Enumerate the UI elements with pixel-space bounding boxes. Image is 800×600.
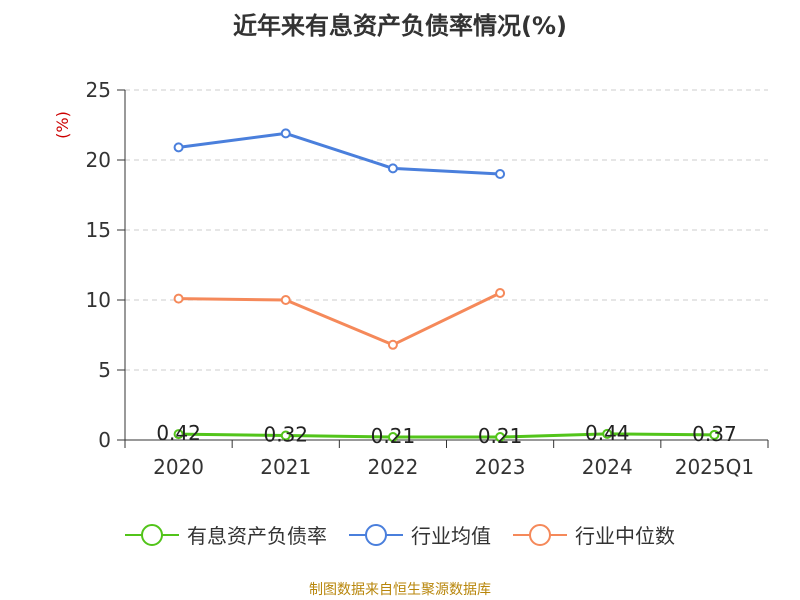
data-labels: 0.42 0.32 0.21 0.21 0.44 0.37 bbox=[156, 421, 736, 448]
data-point bbox=[173, 429, 184, 440]
legend: 有息资产负债率 行业均值 行业中位数 bbox=[0, 520, 800, 549]
legend-label: 行业中位数 bbox=[575, 524, 675, 548]
y-tick-label: 0 bbox=[98, 428, 111, 452]
data-label: 0.44 bbox=[585, 421, 630, 445]
data-label: 0.21 bbox=[478, 424, 523, 448]
data-point bbox=[495, 169, 506, 179]
axes: 0 5 10 15 20 25 (%) 2020 2021 2022 2023 2024 2025Q1 bbox=[53, 78, 769, 479]
source-note: 制图数据来自恒生聚源数据库 bbox=[309, 582, 491, 598]
data-point bbox=[495, 432, 506, 443]
x-tick-label: 2023 bbox=[475, 455, 526, 479]
data-point bbox=[387, 432, 398, 443]
y-axis-label: (%) bbox=[53, 111, 72, 139]
data-label: 0.32 bbox=[263, 423, 308, 447]
data-point bbox=[280, 128, 291, 139]
legend-marker-icon bbox=[125, 523, 179, 546]
series-line bbox=[178, 131, 501, 176]
data-point bbox=[495, 288, 506, 298]
data-label: 0.42 bbox=[156, 421, 201, 445]
x-tick-label: 2020 bbox=[153, 455, 204, 479]
y-tick-label: 5 bbox=[98, 358, 111, 382]
legend-item[interactable]: 有息资产负债率 bbox=[125, 520, 327, 549]
legend-marker-icon bbox=[349, 523, 403, 546]
data-point bbox=[387, 163, 398, 174]
legend-item[interactable]: 行业中位数 bbox=[513, 520, 675, 549]
legend-label: 行业均值 bbox=[411, 524, 491, 548]
legend-label: 有息资产负债率 bbox=[187, 524, 327, 548]
data-point bbox=[173, 142, 184, 153]
y-tick-label: 20 bbox=[86, 148, 111, 172]
data-point bbox=[709, 429, 720, 440]
series-line bbox=[178, 291, 501, 347]
y-tick-label: 25 bbox=[86, 78, 111, 102]
x-tick-label: 2021 bbox=[260, 455, 311, 479]
data-point bbox=[387, 339, 398, 350]
data-point bbox=[602, 428, 613, 439]
chart-title: 近年来有息资产负债率情况(%) bbox=[233, 12, 567, 40]
x-tick-label: 2022 bbox=[367, 455, 418, 479]
x-tick-label: 2025Q1 bbox=[675, 455, 754, 479]
series-lines bbox=[173, 128, 720, 443]
legend-item[interactable]: 行业均值 bbox=[349, 520, 491, 549]
data-label: 0.37 bbox=[692, 422, 737, 446]
data-point bbox=[173, 293, 184, 304]
series-line bbox=[178, 432, 715, 439]
legend-marker-icon bbox=[513, 523, 567, 546]
data-label: 0.21 bbox=[371, 424, 416, 448]
data-point bbox=[280, 295, 291, 305]
data-point bbox=[280, 430, 291, 441]
y-tick-label: 10 bbox=[86, 288, 111, 312]
grid-lines bbox=[125, 89, 768, 371]
x-tick-label: 2024 bbox=[582, 455, 633, 479]
y-tick-label: 15 bbox=[86, 218, 111, 242]
